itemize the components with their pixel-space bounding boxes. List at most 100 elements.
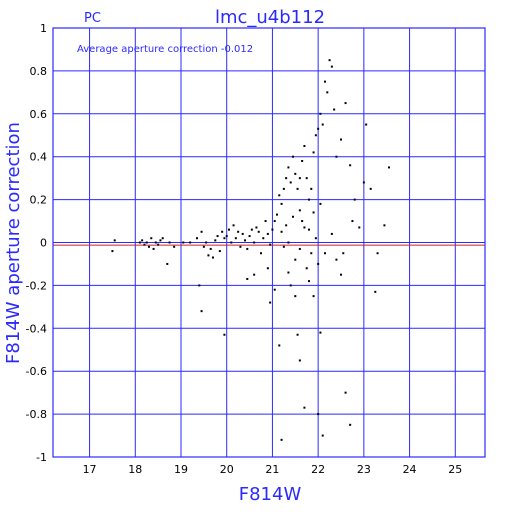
x-tick-label: 24 xyxy=(403,463,417,476)
data-point xyxy=(232,224,235,227)
data-point xyxy=(173,245,176,248)
data-point xyxy=(298,209,301,212)
x-tick-label: 21 xyxy=(265,463,279,476)
data-point xyxy=(202,245,205,248)
y-tick-label: 0.2 xyxy=(30,194,48,207)
data-point xyxy=(154,241,157,244)
data-point xyxy=(312,211,315,214)
data-point xyxy=(296,333,299,336)
data-point xyxy=(324,80,326,83)
data-point xyxy=(314,134,317,137)
data-point xyxy=(264,220,267,223)
data-point xyxy=(278,194,281,197)
data-point xyxy=(200,310,203,313)
data-point xyxy=(294,172,297,175)
data-point xyxy=(317,413,320,416)
x-tick-label: 20 xyxy=(220,463,234,476)
data-point xyxy=(250,228,253,231)
plot-frame xyxy=(52,27,486,458)
data-point xyxy=(241,232,244,235)
data-point xyxy=(246,247,249,250)
chart-title: lmc_u4b112 xyxy=(215,7,325,28)
data-point xyxy=(152,247,155,250)
data-point xyxy=(248,235,251,238)
data-point xyxy=(301,220,304,223)
x-tick-label: 25 xyxy=(448,463,462,476)
data-point xyxy=(189,241,192,244)
data-point xyxy=(287,166,290,169)
data-point xyxy=(330,65,333,68)
data-point xyxy=(282,245,285,248)
data-point xyxy=(308,228,310,231)
data-point xyxy=(308,198,310,201)
data-point xyxy=(349,423,352,426)
y-tick-label: 0.4 xyxy=(30,151,48,164)
data-point xyxy=(285,177,288,180)
data-point xyxy=(388,166,390,169)
data-point xyxy=(340,138,342,141)
data-point xyxy=(298,177,301,180)
data-point xyxy=(253,273,256,276)
data-point xyxy=(168,241,171,244)
data-point xyxy=(312,151,315,154)
data-point xyxy=(310,252,313,255)
data-point xyxy=(150,237,153,240)
data-point xyxy=(301,159,304,162)
data-point xyxy=(319,202,322,205)
data-point xyxy=(324,252,326,255)
y-axis-label: F814W aperture correction xyxy=(3,122,24,364)
x-tick-label: 19 xyxy=(174,463,188,476)
data-point xyxy=(298,247,301,250)
y-tick-label: -0.6 xyxy=(26,365,47,378)
data-point xyxy=(253,241,256,244)
data-point xyxy=(218,250,221,253)
data-point xyxy=(328,59,331,62)
data-point xyxy=(358,226,361,229)
grid-layer xyxy=(53,27,485,458)
data-point xyxy=(305,267,308,270)
x-tick-label: 17 xyxy=(83,463,97,476)
y-tick-labels: 1 0.8 0.6 0.4 0.2 0 -0.2 -0.4 -0.6 -0.8 -1 xyxy=(26,22,47,464)
data-point xyxy=(296,187,299,190)
data-point xyxy=(280,230,283,233)
y-tick-label: 1 xyxy=(40,22,47,35)
data-point xyxy=(266,232,269,235)
data-point xyxy=(205,241,208,244)
data-point xyxy=(335,258,338,261)
data-point xyxy=(362,181,365,184)
data-point xyxy=(113,239,116,242)
data-point xyxy=(319,112,322,115)
y-tick-label: 0.6 xyxy=(30,108,48,121)
data-point xyxy=(237,230,240,233)
data-point xyxy=(166,262,169,265)
data-point xyxy=(351,220,354,223)
data-point xyxy=(255,226,258,229)
data-point xyxy=(143,243,146,246)
data-point xyxy=(262,237,265,240)
data-point xyxy=(228,228,230,231)
data-point xyxy=(282,187,285,190)
data-point xyxy=(246,277,249,280)
data-point xyxy=(333,108,336,111)
data-point xyxy=(278,344,281,347)
data-point xyxy=(365,123,368,126)
data-point xyxy=(145,241,148,244)
data-point xyxy=(244,239,246,242)
data-point xyxy=(198,284,201,287)
data-point xyxy=(317,262,320,265)
data-point xyxy=(308,280,310,283)
data-point xyxy=(223,237,226,240)
data-point xyxy=(141,239,144,242)
data-point xyxy=(223,333,226,336)
data-point xyxy=(159,239,162,242)
data-point xyxy=(257,230,260,233)
x-tick-labels: 17 18 19 20 21 22 23 24 25 xyxy=(83,463,463,476)
data-point xyxy=(312,295,315,298)
y-tick-label: -0.4 xyxy=(26,322,47,335)
data-point xyxy=(289,284,292,287)
data-point xyxy=(383,224,386,227)
data-point xyxy=(305,177,308,180)
data-point xyxy=(369,187,372,190)
data-point xyxy=(216,235,219,238)
